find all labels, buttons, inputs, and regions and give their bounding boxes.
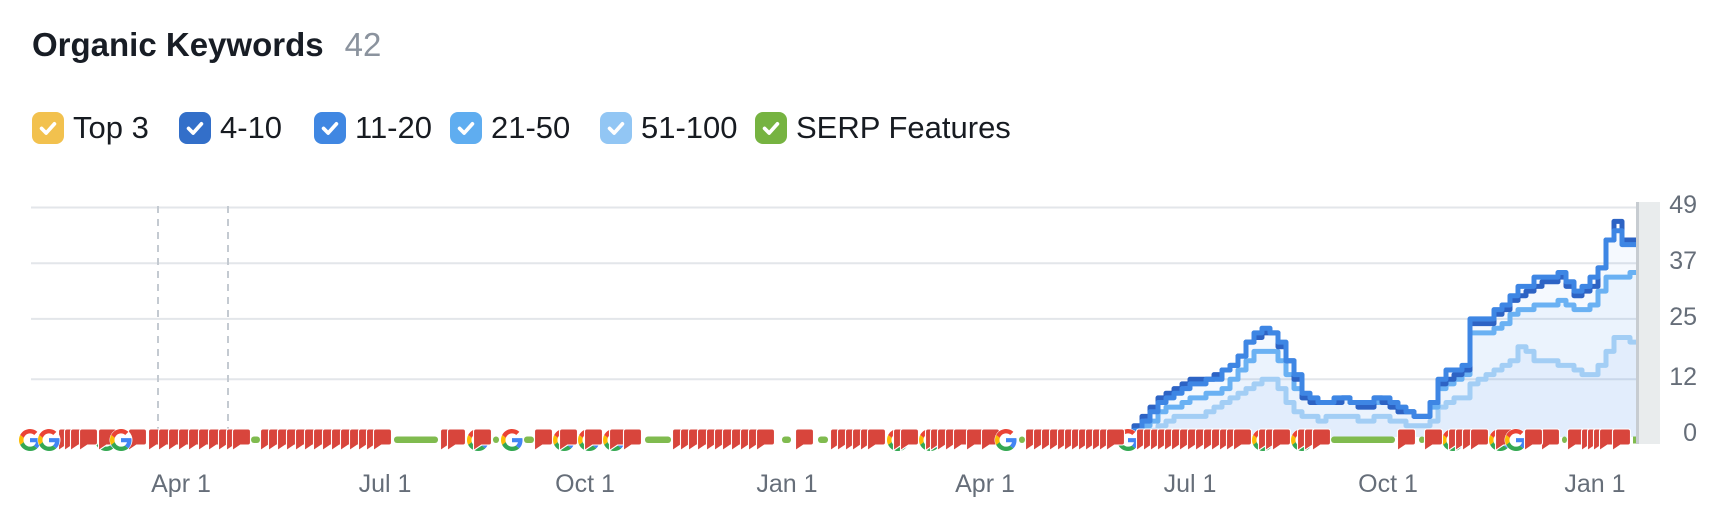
svg-text:Apr 1: Apr 1: [955, 470, 1015, 498]
svg-text:Jan 1: Jan 1: [756, 470, 817, 498]
svg-text:37: 37: [1669, 247, 1697, 275]
svg-text:Jul 1: Jul 1: [1164, 470, 1217, 498]
svg-text:Oct 1: Oct 1: [1358, 470, 1418, 498]
svg-text:Apr 1: Apr 1: [151, 470, 211, 498]
svg-text:Oct 1: Oct 1: [555, 470, 615, 498]
svg-text:12: 12: [1669, 363, 1697, 391]
svg-text:49: 49: [1669, 191, 1697, 219]
svg-text:Jan 1: Jan 1: [1564, 470, 1625, 498]
svg-text:Jul 1: Jul 1: [359, 470, 412, 498]
svg-text:25: 25: [1669, 303, 1697, 331]
svg-text:0: 0: [1683, 419, 1697, 447]
